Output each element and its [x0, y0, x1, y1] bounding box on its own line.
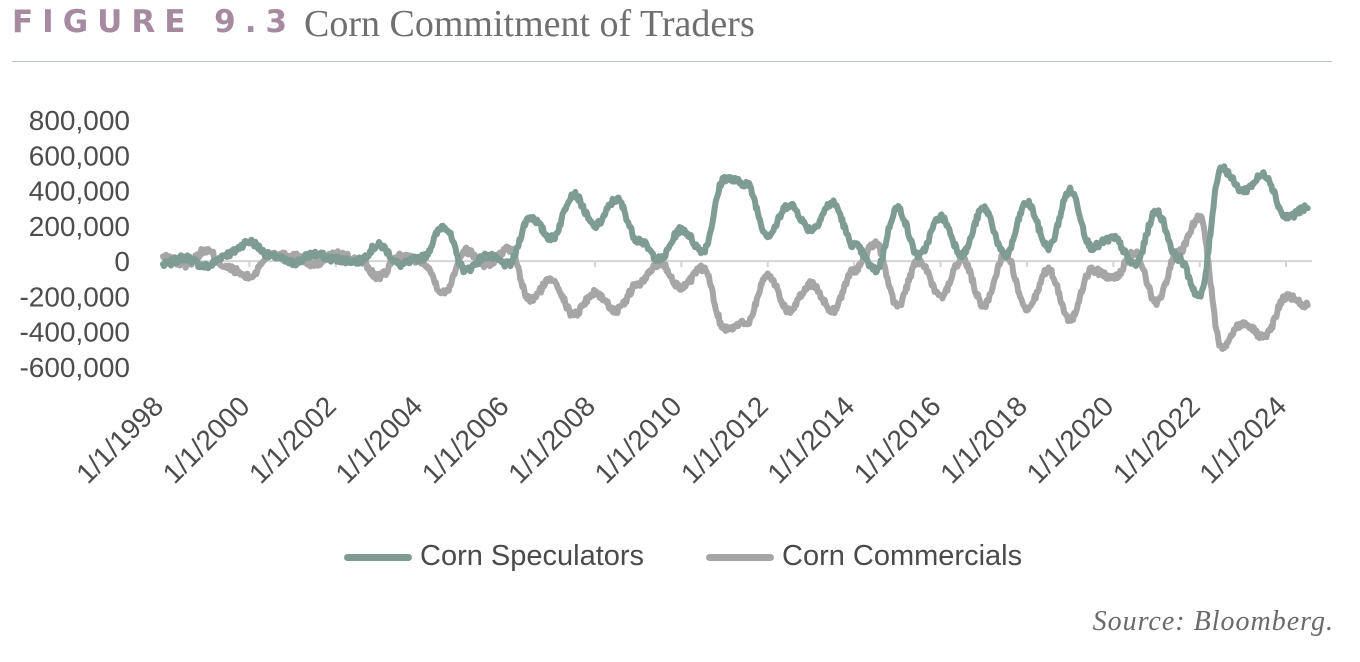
y-tick-label: -400,000 — [19, 317, 130, 348]
y-tick-label: 0 — [114, 246, 130, 277]
y-tick-label: -200,000 — [19, 281, 130, 312]
y-tick-label: -600,000 — [19, 352, 130, 383]
x-tick-label: 1/1/2022 — [1107, 390, 1206, 489]
legend-item-commercials[interactable]: Corn Commercials — [706, 534, 1046, 582]
legend-swatch-commercials — [706, 554, 774, 561]
x-tick-label: 1/1/2014 — [761, 390, 860, 489]
x-tick-label: 1/1/2002 — [243, 390, 342, 489]
y-tick-label: 200,000 — [29, 211, 130, 242]
x-tick-label: 1/1/2020 — [1021, 390, 1120, 489]
x-axis: 1/1/19981/1/20001/1/20021/1/20041/1/2006… — [70, 261, 1292, 489]
figure-label: FIGURE 9.3 — [12, 4, 297, 40]
x-tick-label: 1/1/2006 — [416, 390, 515, 489]
x-tick-label: 1/1/2004 — [329, 390, 428, 489]
x-tick-label: 1/1/2024 — [1193, 390, 1292, 489]
figure-header: FIGURE 9.3 Corn Commitment of Traders — [12, 0, 1332, 62]
series-line-speculators — [160, 163, 1311, 300]
x-tick-label: 1/1/2012 — [675, 390, 774, 489]
x-tick-label: 1/1/2000 — [157, 390, 256, 489]
legend-label-commercials: Corn Commercials — [782, 540, 1023, 572]
legend-label-speculators: Corn Speculators — [420, 540, 645, 572]
figure-title: Corn Commitment of Traders — [304, 3, 755, 45]
y-axis: 800,000 600,000 400,000 200,000 0 -200,000 -40… — [19, 105, 130, 383]
y-tick-label: 400,000 — [29, 176, 130, 207]
legend-item-speculators[interactable]: Corn Speculators — [344, 534, 664, 582]
x-tick-label: 1/1/2010 — [589, 390, 688, 489]
series-line-commercials — [160, 212, 1311, 352]
x-tick-label: 1/1/1998 — [70, 390, 169, 489]
chart-legend: Corn Speculators Corn Commercials — [0, 534, 1360, 582]
series-layer — [160, 163, 1311, 352]
line-chart: 800,000 600,000 400,000 200,000 0 -200,000 -40… — [19, 105, 1312, 489]
x-tick-label: 1/1/2008 — [502, 390, 601, 489]
x-tick-label: 1/1/2018 — [934, 390, 1033, 489]
y-tick-label: 800,000 — [29, 105, 130, 136]
y-tick-label: 600,000 — [29, 140, 130, 171]
legend-swatch-speculators — [344, 554, 412, 561]
source-note: Source: Bloomberg. — [1092, 606, 1334, 637]
x-tick-label: 1/1/2016 — [848, 390, 947, 489]
